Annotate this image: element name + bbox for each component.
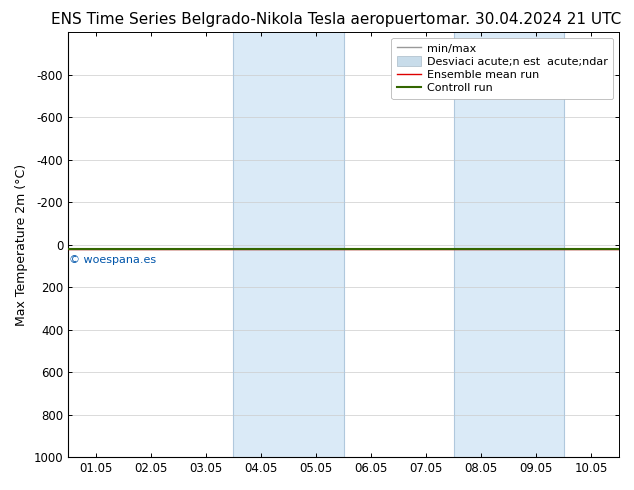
Text: ENS Time Series Belgrado-Nikola Tesla aeropuerto: ENS Time Series Belgrado-Nikola Tesla ae… [51,12,435,27]
Bar [454,32,564,457]
Y-axis label: Max Temperature 2m (°C): Max Temperature 2m (°C) [15,164,28,326]
Text: mar. 30.04.2024 21 UTC: mar. 30.04.2024 21 UTC [436,12,621,27]
Legend: min/max, Desviaci acute;n est  acute;ndar, Ensemble mean run, Controll run: min/max, Desviaci acute;n est acute;ndar… [391,38,614,99]
Bar [233,32,344,457]
Text: © woespana.es: © woespana.es [69,255,156,265]
